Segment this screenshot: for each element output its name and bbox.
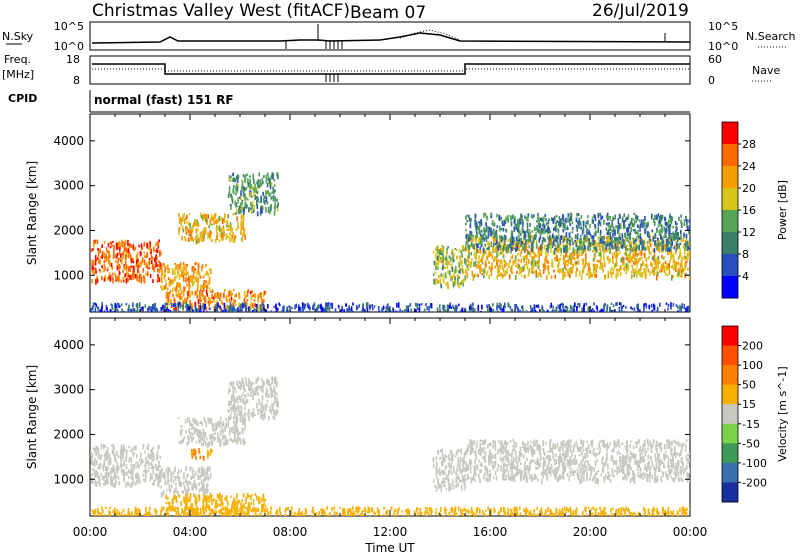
colorbar-tick-label: 16 xyxy=(742,204,756,217)
freq-label: Freq. xyxy=(4,53,31,66)
y-tick-label: 2000 xyxy=(53,427,84,441)
y-tick-label: 1000 xyxy=(53,472,84,486)
frequency-strip: Freq. [MHz] 18 8 60 0 Nave xyxy=(2,53,780,87)
colorbar-swatch xyxy=(722,276,738,299)
date-label: 26/Jul/2019 xyxy=(592,1,689,21)
colorbar-swatch xyxy=(722,210,738,233)
noise-tick-bottom-right: 10^0 xyxy=(708,40,738,53)
colorbar-swatch xyxy=(722,326,738,346)
colorbar-tick-label: 4 xyxy=(742,270,749,283)
y-tick-label: 4000 xyxy=(53,134,84,148)
colorbar-swatch xyxy=(722,166,738,189)
colorbar-swatch xyxy=(722,254,738,277)
colorbar-tick-label: 15 xyxy=(742,398,756,411)
freq-tick-top: 18 xyxy=(66,53,80,66)
colorbar-swatch xyxy=(722,482,738,502)
x-tick-label: 00:00 xyxy=(673,525,708,539)
colorbar-swatch xyxy=(722,443,738,463)
colorbar-swatch xyxy=(722,365,738,385)
nsky-label: N.Sky xyxy=(2,30,34,43)
freq-unit-label: [MHz] xyxy=(2,68,34,81)
time-axis: 00:00 04:00 08:00 12:00 16:00 20:00 00:00 xyxy=(73,525,708,539)
x-tick-label: 08:00 xyxy=(273,525,308,539)
colorbar-swatch xyxy=(722,122,738,145)
colorbar-tick-label: 28 xyxy=(742,138,756,151)
cpid-value: normal (fast) 151 RF xyxy=(94,93,234,107)
colorbar-tick-label: 24 xyxy=(742,160,756,173)
beam-label: Beam 07 xyxy=(350,3,426,23)
power-panel: 1000 2000 3000 4000 Slant Range [km] 4 8 12 16 20… xyxy=(25,114,789,318)
colorbar-swatch xyxy=(722,385,738,405)
noise-tick-top-left: 10^5 xyxy=(54,20,84,33)
x-tick-label: 20:00 xyxy=(573,525,608,539)
colorbar-tick-label: 50 xyxy=(742,379,756,392)
colorbar-tick-label: -200 xyxy=(742,476,767,489)
x-axis-title: Time UT xyxy=(364,541,415,554)
y-tick-label: 2000 xyxy=(53,223,84,237)
colorbar-tick-label: -100 xyxy=(742,457,767,470)
x-tick-label: 12:00 xyxy=(373,525,408,539)
colorbar-swatch xyxy=(722,424,738,444)
colorbar-title: Velocity [m s^-1] xyxy=(776,366,789,461)
freq-tick-bottom: 8 xyxy=(73,74,80,87)
station-title: Christmas Valley West (fitACF) xyxy=(92,1,350,21)
noise-tick-bottom-left: 10^0 xyxy=(54,40,84,53)
nave-tick-bottom: 0 xyxy=(708,74,715,87)
x-tick-label: 00:00 xyxy=(73,525,108,539)
colorbar-swatch xyxy=(722,232,738,255)
y-tick-label: 3000 xyxy=(53,179,84,193)
nave-tick-top: 60 xyxy=(708,53,722,66)
colorbar-title: Power [dB] xyxy=(776,180,789,240)
colorbar-tick-label: 8 xyxy=(742,248,749,261)
velocity-panel: 1000 2000 3000 4000 Slant Range [km] 200 100 50… xyxy=(25,318,789,522)
y-tick-label: 1000 xyxy=(53,268,84,282)
x-tick-label: 16:00 xyxy=(473,525,508,539)
colorbar-swatch xyxy=(722,144,738,167)
noise-strip: 10^5 10^0 10^5 10^0 N.Sky N.Search xyxy=(2,20,796,53)
nave-label: Nave xyxy=(752,64,780,77)
colorbar-tick-label: -50 xyxy=(742,437,760,450)
noise-tick-top-right: 10^5 xyxy=(708,20,738,33)
x-tick-label: 04:00 xyxy=(173,525,208,539)
colorbar-tick-label: 200 xyxy=(742,340,763,353)
colorbar-tick-label: 12 xyxy=(742,226,756,239)
colorbar-swatch xyxy=(722,463,738,483)
colorbar-swatch xyxy=(722,346,738,366)
y-tick-label: 3000 xyxy=(53,383,84,397)
nsearch-label: N.Search xyxy=(746,30,796,43)
colorbar: 200 100 50 15 -15 -50 -100 -200 Velocity [m s^-1… xyxy=(722,326,789,503)
colorbar-tick-label: -15 xyxy=(742,418,760,431)
colorbar: 4 8 12 16 20 24 28 Power [dB] xyxy=(722,122,789,299)
colorbar-tick-label: 100 xyxy=(742,359,763,372)
y-axis-title: Slant Range [km] xyxy=(25,161,39,265)
colorbar-tick-label: 20 xyxy=(742,182,756,195)
cpid-label: CPID xyxy=(8,92,37,105)
colorbar-swatch xyxy=(722,188,738,211)
y-axis-title: Slant Range [km] xyxy=(25,365,39,469)
y-tick-label: 4000 xyxy=(53,338,84,352)
colorbar-swatch xyxy=(722,404,738,424)
